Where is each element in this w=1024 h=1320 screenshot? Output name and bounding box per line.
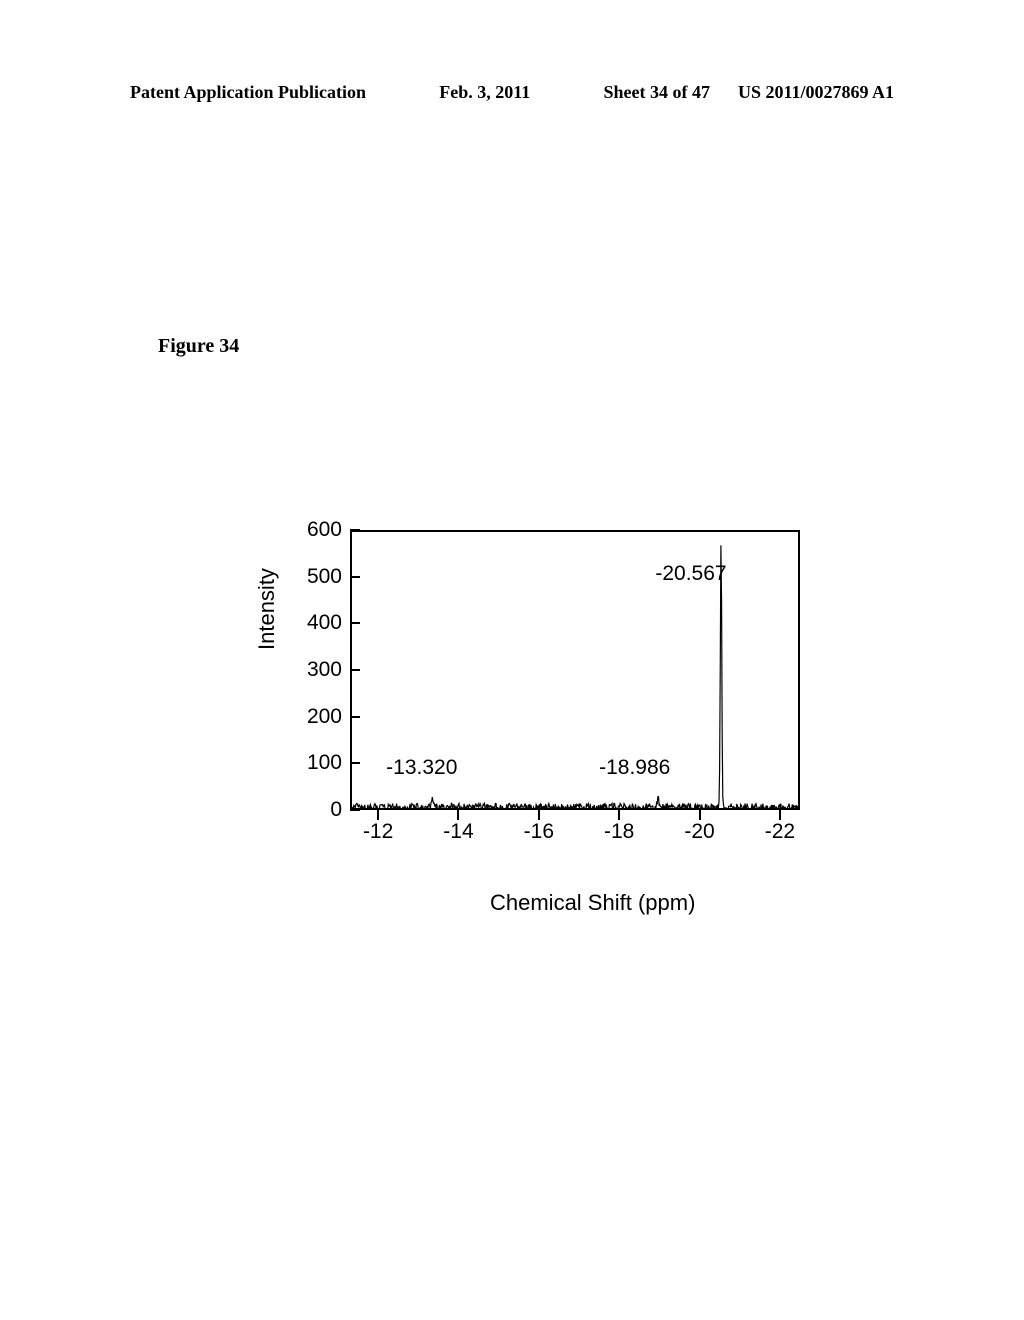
x-tick-mark: [377, 810, 379, 820]
x-tick-label: -20: [675, 820, 725, 844]
x-axis-label: Chemical Shift (ppm): [490, 890, 695, 916]
y-tick-mark: [350, 529, 360, 531]
header-publication: Patent Application Publication: [130, 82, 366, 103]
y-tick-label: 400: [296, 611, 342, 635]
x-tick-label: -16: [514, 820, 564, 844]
y-tick-label: 500: [296, 565, 342, 589]
y-tick-label: 200: [296, 705, 342, 729]
x-tick-mark: [618, 810, 620, 820]
y-tick-mark: [350, 622, 360, 624]
page-header: Patent Application Publication Feb. 3, 2…: [130, 82, 894, 103]
nmr-chart: Intensity Chemical Shift (ppm) 010020030…: [260, 530, 840, 910]
y-tick-mark: [350, 809, 360, 811]
x-tick-label: -22: [755, 820, 805, 844]
header-sheet: Sheet 34 of 47: [603, 82, 710, 103]
x-tick-mark: [779, 810, 781, 820]
x-tick-label: -12: [353, 820, 403, 844]
x-tick-label: -14: [433, 820, 483, 844]
header-right-group: Sheet 34 of 47 US 2011/0027869 A1: [603, 82, 894, 103]
x-tick-mark: [457, 810, 459, 820]
y-tick-mark: [350, 576, 360, 578]
x-tick-mark: [699, 810, 701, 820]
header-pubnumber: US 2011/0027869 A1: [738, 82, 894, 103]
y-tick-label: 0: [296, 798, 342, 822]
peak-annotation: -13.320: [386, 756, 457, 780]
y-tick-mark: [350, 762, 360, 764]
x-tick-label: -18: [594, 820, 644, 844]
x-tick-mark: [538, 810, 540, 820]
peak-annotation: -20.567: [655, 562, 726, 586]
header-date: Feb. 3, 2011: [439, 82, 530, 103]
y-axis-label: Intensity: [254, 568, 280, 650]
y-tick-label: 300: [296, 658, 342, 682]
y-tick-mark: [350, 669, 360, 671]
peak-annotation: -18.986: [599, 756, 670, 780]
y-tick-label: 100: [296, 751, 342, 775]
figure-label: Figure 34: [158, 335, 239, 358]
y-tick-label: 600: [296, 518, 342, 542]
y-tick-mark: [350, 716, 360, 718]
